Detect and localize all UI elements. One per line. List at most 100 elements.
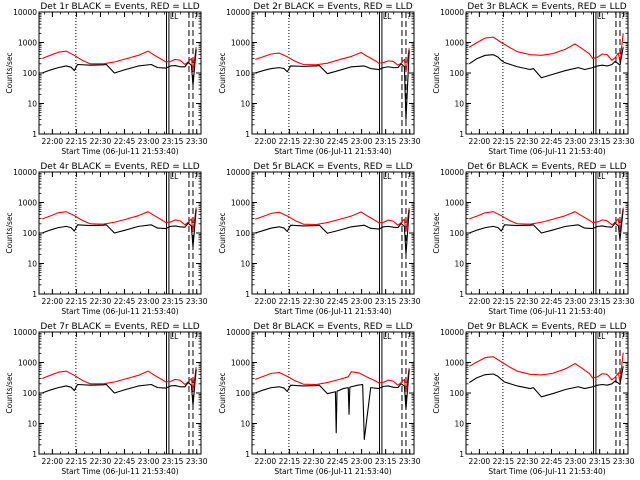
events-series-line bbox=[255, 369, 410, 440]
plot-frame bbox=[465, 331, 629, 455]
x-tick-label: 23:15 bbox=[375, 297, 397, 306]
y-tick-label: 1 bbox=[245, 130, 250, 139]
flag-label: ? bbox=[407, 172, 411, 181]
flag-label: ? bbox=[407, 332, 411, 341]
y-tick-label: 10 bbox=[240, 100, 250, 109]
y-tick-label: 10000 bbox=[440, 328, 464, 337]
x-tick-label: 23:30 bbox=[613, 457, 635, 466]
x-tick-label: 22:30 bbox=[517, 297, 539, 306]
x-tick-label: 22:30 bbox=[303, 457, 325, 466]
flag-label: LL bbox=[383, 12, 392, 21]
x-tick-label: 22:15 bbox=[66, 297, 88, 306]
flag-label: ? bbox=[621, 332, 625, 341]
x-axis-label: Start Time (06-Jul-11 21:53:40) bbox=[61, 467, 178, 476]
lld-series-line bbox=[468, 352, 624, 383]
x-tick-label: 23:15 bbox=[589, 457, 611, 466]
y-tick-label: 10000 bbox=[440, 168, 464, 177]
y-tick-label: 1 bbox=[459, 450, 464, 459]
flag-label: ? bbox=[621, 12, 625, 21]
events-series-line bbox=[42, 369, 197, 406]
x-tick-label: 23:15 bbox=[162, 297, 184, 306]
flag-label: ? bbox=[194, 12, 198, 21]
flag-label: ? bbox=[194, 332, 198, 341]
y-tick-label: 10000 bbox=[226, 8, 250, 17]
x-tick-label: 23:00 bbox=[351, 297, 373, 306]
plot-frame bbox=[465, 11, 629, 135]
x-tick-label: 23:00 bbox=[565, 297, 587, 306]
lld-series-line bbox=[469, 207, 624, 232]
x-tick-label: 22:45 bbox=[541, 297, 563, 306]
y-tick-label: 10000 bbox=[226, 168, 250, 177]
x-tick-label: 22:00 bbox=[42, 137, 64, 146]
flag-label: ? bbox=[194, 172, 198, 181]
x-axis-label: Start Time (06-Jul-11 21:53:40) bbox=[488, 467, 605, 476]
y-tick-label: 100 bbox=[236, 389, 251, 398]
y-tick-label: 1 bbox=[459, 130, 464, 139]
flag-label: LL bbox=[383, 172, 392, 181]
plot-frame bbox=[251, 171, 415, 295]
events-series-line bbox=[42, 209, 197, 248]
y-tick-label: 10000 bbox=[226, 328, 250, 337]
y-tick-label: 10 bbox=[454, 420, 464, 429]
y-tick-label: 10 bbox=[454, 100, 464, 109]
x-tick-label: 22:45 bbox=[327, 297, 349, 306]
x-tick-label: 23:15 bbox=[589, 297, 611, 306]
events-series-line bbox=[42, 49, 197, 86]
x-tick-label: 22:30 bbox=[90, 457, 112, 466]
lld-series-line bbox=[255, 207, 410, 233]
plot-frame bbox=[38, 11, 202, 135]
y-tick-label: 100 bbox=[23, 389, 38, 398]
y-tick-label: 10000 bbox=[13, 8, 37, 17]
x-tick-label: 23:15 bbox=[589, 137, 611, 146]
y-tick-label: 1000 bbox=[231, 39, 250, 48]
y-tick-label: 100 bbox=[23, 69, 38, 78]
events-series-line bbox=[255, 209, 410, 255]
lld-series-line bbox=[42, 47, 197, 72]
y-axis-label: Counts/sec bbox=[432, 52, 441, 93]
y-tick-label: 1000 bbox=[231, 359, 250, 368]
x-tick-label: 22:30 bbox=[90, 137, 112, 146]
flag-label: ? bbox=[407, 12, 411, 21]
chart-title: Det 8r BLACK = Events, RED = LLD bbox=[253, 322, 412, 332]
plot-frame bbox=[38, 171, 202, 295]
chart-title: Det 9r BLACK = Events, RED = LLD bbox=[467, 322, 626, 332]
y-tick-label: 1 bbox=[32, 290, 37, 299]
chart-title: Det 3r BLACK = Events, RED = LLD bbox=[467, 2, 626, 12]
flag-label: LL bbox=[383, 332, 392, 341]
y-tick-label: 10 bbox=[27, 420, 37, 429]
x-tick-label: 23:30 bbox=[399, 297, 421, 306]
y-tick-label: 100 bbox=[450, 389, 465, 398]
chart-title: Det 5r BLACK = Events, RED = LLD bbox=[253, 162, 412, 172]
x-tick-label: 22:00 bbox=[255, 297, 277, 306]
flag-label: LL bbox=[597, 332, 606, 341]
y-tick-label: 1000 bbox=[231, 199, 250, 208]
x-tick-label: 22:00 bbox=[469, 457, 491, 466]
x-tick-label: 23:15 bbox=[375, 457, 397, 466]
x-tick-label: 23:15 bbox=[375, 137, 397, 146]
x-axis-label: Start Time (06-Jul-11 21:53:40) bbox=[61, 307, 178, 316]
x-tick-label: 22:45 bbox=[327, 457, 349, 466]
y-tick-label: 1 bbox=[32, 130, 37, 139]
x-tick-label: 22:00 bbox=[42, 297, 64, 306]
x-tick-label: 23:30 bbox=[399, 457, 421, 466]
x-tick-label: 22:00 bbox=[255, 457, 277, 466]
events-series-line bbox=[255, 50, 410, 120]
y-tick-label: 1 bbox=[459, 290, 464, 299]
x-axis-label: Start Time (06-Jul-11 21:53:40) bbox=[61, 147, 178, 156]
y-tick-label: 1000 bbox=[445, 359, 464, 368]
x-tick-label: 23:00 bbox=[565, 457, 587, 466]
plot-frame bbox=[251, 11, 415, 135]
flag-label: LL bbox=[170, 332, 179, 341]
y-tick-label: 1000 bbox=[18, 39, 37, 48]
y-axis-label: Counts/sec bbox=[218, 52, 227, 93]
flag-label: ? bbox=[621, 172, 625, 181]
x-tick-label: 23:00 bbox=[138, 137, 160, 146]
events-series-line bbox=[469, 209, 624, 241]
chart-panel: Det 5r BLACK = Events, RED = LLD 1 10 100 10… bbox=[218, 162, 421, 316]
y-axis-label: Counts/sec bbox=[5, 372, 14, 413]
x-tick-label: 23:30 bbox=[186, 137, 208, 146]
plot-frame bbox=[465, 171, 629, 295]
x-axis-label: Start Time (06-Jul-11 21:53:40) bbox=[488, 307, 605, 316]
y-tick-label: 100 bbox=[236, 229, 251, 238]
y-tick-label: 10000 bbox=[13, 328, 37, 337]
